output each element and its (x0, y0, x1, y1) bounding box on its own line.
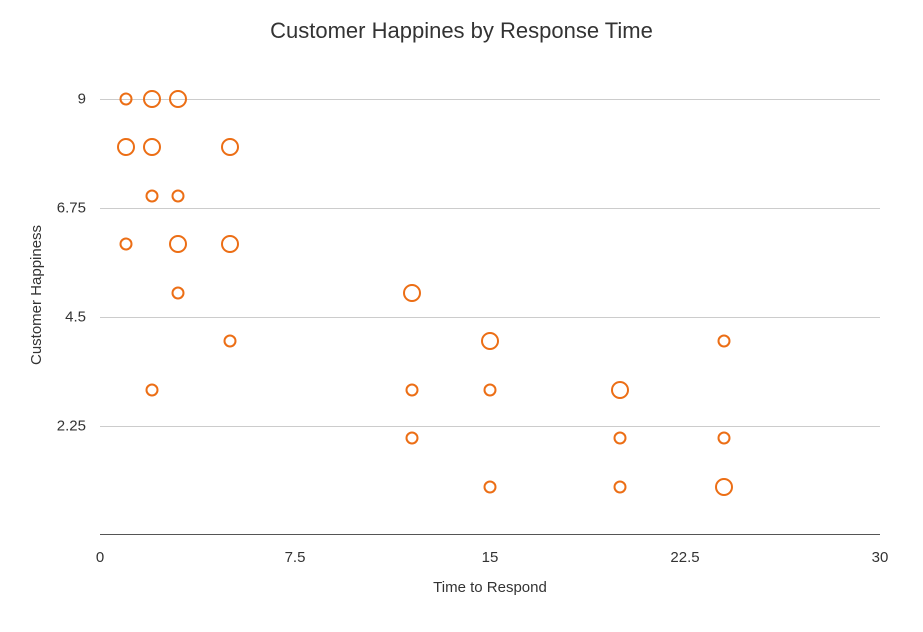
data-point (403, 284, 421, 302)
data-point (614, 480, 627, 493)
data-point (718, 432, 731, 445)
data-point (484, 383, 497, 396)
x-tick-label: 7.5 (285, 535, 306, 566)
data-point (221, 235, 239, 253)
chart-title: Customer Happines by Response Time (0, 18, 923, 44)
x-axis-label: Time to Respond (100, 579, 880, 596)
x-tick-label: 15 (482, 535, 499, 566)
y-tick-label: 4.5 (65, 308, 100, 325)
gridline (100, 317, 880, 318)
y-tick-label: 2.25 (57, 417, 100, 434)
y-tick-label: 9 (78, 90, 100, 107)
data-point (715, 478, 733, 496)
data-point (172, 286, 185, 299)
data-point (224, 335, 237, 348)
gridline (100, 208, 880, 209)
data-point (143, 138, 161, 156)
data-point (611, 381, 629, 399)
plot-area: 2.254.56.75907.51522.530 (100, 55, 880, 535)
gridline (100, 426, 880, 427)
x-tick-label: 22.5 (670, 535, 699, 566)
data-point (143, 90, 161, 108)
data-point (146, 189, 159, 202)
data-point (117, 138, 135, 156)
y-tick-label: 6.75 (57, 199, 100, 216)
data-point (169, 235, 187, 253)
x-tick-label: 30 (872, 535, 889, 566)
data-point (172, 189, 185, 202)
y-axis-label: Customer Happiness (28, 225, 45, 365)
data-point (120, 92, 133, 105)
data-point (406, 432, 419, 445)
data-point (169, 90, 187, 108)
data-point (614, 432, 627, 445)
data-point (718, 335, 731, 348)
data-point (406, 383, 419, 396)
x-tick-label: 0 (96, 535, 104, 566)
data-point (221, 138, 239, 156)
data-point (484, 480, 497, 493)
chart-container: Customer Happines by Response Time Custo… (0, 0, 923, 632)
data-point (146, 383, 159, 396)
data-point (481, 332, 499, 350)
data-point (120, 238, 133, 251)
gridline (100, 99, 880, 100)
